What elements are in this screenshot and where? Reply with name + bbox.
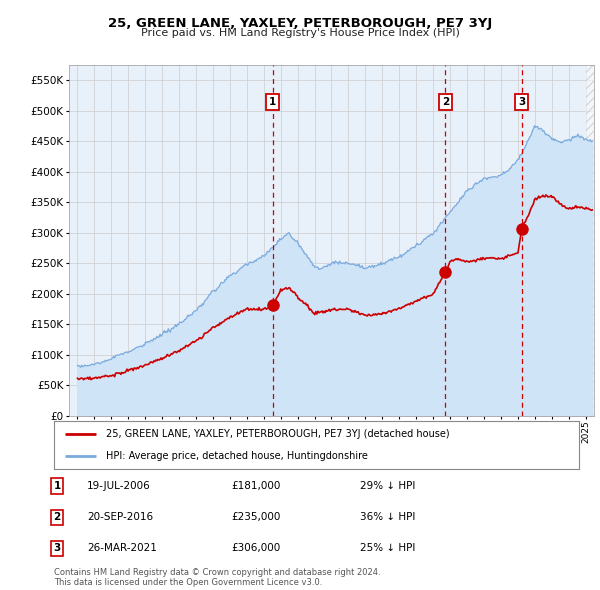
Text: £235,000: £235,000 xyxy=(231,512,280,522)
Text: HPI: Average price, detached house, Huntingdonshire: HPI: Average price, detached house, Hunt… xyxy=(107,451,368,461)
Text: 1: 1 xyxy=(53,481,61,491)
Text: 3: 3 xyxy=(518,97,526,107)
Text: This data is licensed under the Open Government Licence v3.0.: This data is licensed under the Open Gov… xyxy=(54,578,322,587)
Text: Contains HM Land Registry data © Crown copyright and database right 2024.: Contains HM Land Registry data © Crown c… xyxy=(54,568,380,576)
Text: 25% ↓ HPI: 25% ↓ HPI xyxy=(360,543,415,553)
Text: 1: 1 xyxy=(269,97,277,107)
Text: 2: 2 xyxy=(53,512,61,522)
Text: 3: 3 xyxy=(53,543,61,553)
Text: Price paid vs. HM Land Registry's House Price Index (HPI): Price paid vs. HM Land Registry's House … xyxy=(140,28,460,38)
Text: 19-JUL-2006: 19-JUL-2006 xyxy=(87,481,151,491)
Text: 26-MAR-2021: 26-MAR-2021 xyxy=(87,543,157,553)
Text: 20-SEP-2016: 20-SEP-2016 xyxy=(87,512,153,522)
Text: 29% ↓ HPI: 29% ↓ HPI xyxy=(360,481,415,491)
Text: 25, GREEN LANE, YAXLEY, PETERBOROUGH, PE7 3YJ: 25, GREEN LANE, YAXLEY, PETERBOROUGH, PE… xyxy=(108,17,492,30)
Text: 25, GREEN LANE, YAXLEY, PETERBOROUGH, PE7 3YJ (detached house): 25, GREEN LANE, YAXLEY, PETERBOROUGH, PE… xyxy=(107,429,450,439)
Text: 2: 2 xyxy=(442,97,449,107)
Text: £306,000: £306,000 xyxy=(231,543,280,553)
Text: £181,000: £181,000 xyxy=(231,481,280,491)
Text: 36% ↓ HPI: 36% ↓ HPI xyxy=(360,512,415,522)
